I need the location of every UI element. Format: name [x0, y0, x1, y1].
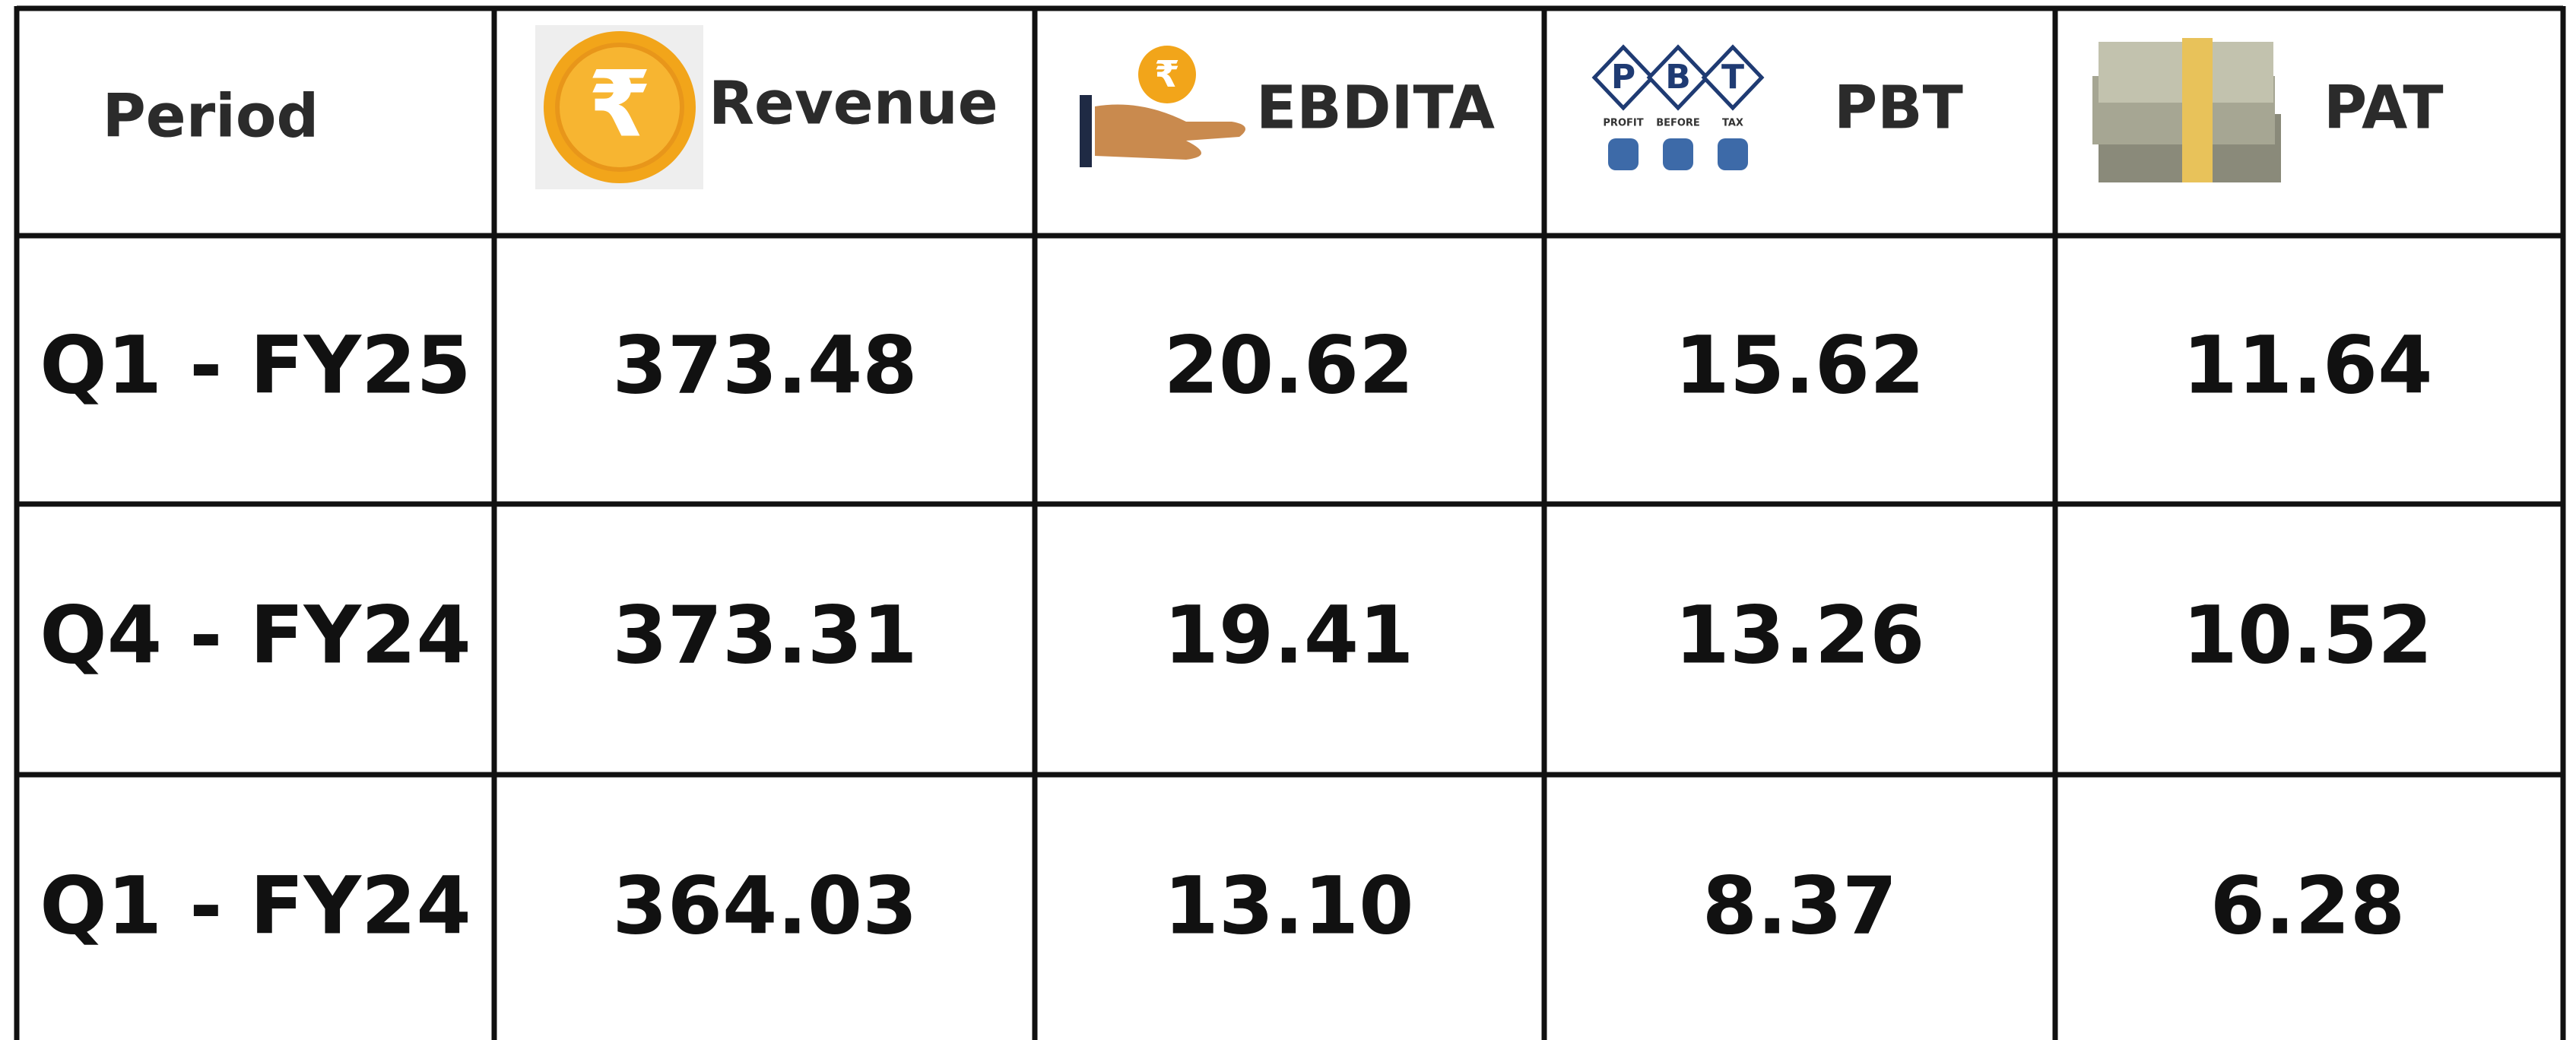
pbt-caption: TAX — [1722, 118, 1743, 129]
column-header: Revenue — [709, 69, 998, 138]
value-cell: 364.03 — [612, 859, 917, 952]
column-header: EBDITA — [1256, 74, 1495, 142]
table: ₹ ₹ P PROFIT B BEFORE T TAX Period Revenue EBDI… — [0, 0, 2576, 1040]
value-cell: 15.62 — [1675, 319, 1925, 411]
period-cell: Q4 - FY24 — [40, 588, 471, 681]
pbt-glyph — [1663, 138, 1693, 170]
column-header: PAT — [2324, 74, 2444, 142]
period-cell: Q1 - FY24 — [40, 859, 471, 952]
rupee-symbol: ₹ — [1154, 53, 1179, 96]
revenue-icon: ₹ — [535, 25, 703, 189]
pbt-icon: P PROFIT B BEFORE T TAX — [1594, 47, 1762, 170]
value-cell: 13.10 — [1164, 859, 1414, 952]
pbt-caption: PROFIT — [1603, 118, 1643, 129]
rupee-symbol: ₹ — [588, 52, 652, 158]
value-cell: 8.37 — [1702, 859, 1898, 952]
pbt-caption: BEFORE — [1656, 118, 1700, 129]
pat-icon — [2092, 38, 2281, 182]
value-cell: 20.62 — [1164, 319, 1414, 411]
value-cell: 373.48 — [612, 319, 917, 411]
value-cell: 19.41 — [1164, 588, 1414, 681]
value-cell: 11.64 — [2183, 319, 2433, 411]
ebdita-icon: ₹ — [1080, 46, 1245, 167]
pbt-letter: P — [1611, 58, 1635, 97]
pbt-glyph — [1718, 138, 1748, 170]
value-cell: 373.31 — [612, 588, 917, 681]
value-cell: 13.26 — [1675, 588, 1925, 681]
value-cell: 6.28 — [2210, 859, 2406, 952]
period-cell: Q1 - FY25 — [40, 319, 471, 411]
pbt-glyph — [1608, 138, 1639, 170]
column-header: PBT — [1834, 74, 1963, 142]
pbt-letter: T — [1721, 58, 1744, 97]
pbt-letter: B — [1665, 58, 1691, 97]
column-header: Period — [103, 82, 319, 151]
value-cell: 10.52 — [2183, 588, 2433, 681]
